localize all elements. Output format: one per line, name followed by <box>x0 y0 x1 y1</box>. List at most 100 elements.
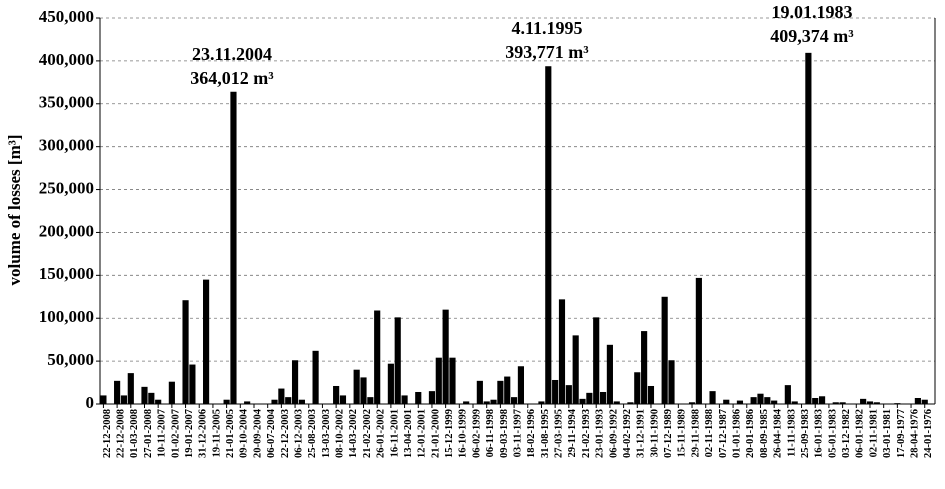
x-tick-label: 29-11-1994 <box>567 408 578 457</box>
y-tick-label: 50,000 <box>47 350 94 369</box>
x-tick-label: 27-01-2008 <box>143 409 154 458</box>
x-tick-label: 16-11-2001 <box>389 409 400 457</box>
x-tick-label: 08-09-1985 <box>759 409 770 458</box>
bar <box>538 401 545 404</box>
bar <box>661 296 668 404</box>
bar <box>921 399 928 404</box>
x-tick-label: 01-02-2007 <box>170 409 181 458</box>
bar <box>504 376 511 404</box>
bar <box>641 331 648 404</box>
bar <box>736 400 744 404</box>
bar <box>634 372 641 404</box>
x-tick-label: 06-09-1992 <box>608 409 619 458</box>
bar <box>586 392 593 404</box>
bar <box>278 388 285 404</box>
y-tick-label: 450,000 <box>39 7 94 26</box>
bar <box>449 357 456 404</box>
x-tick-label: 09-10-2004 <box>239 408 250 458</box>
bar <box>839 402 846 404</box>
x-tick-label: 07-12-1987 <box>718 409 729 458</box>
bar <box>100 395 107 404</box>
x-tick-label: 26-04-1984 <box>773 408 784 458</box>
bar <box>230 91 237 404</box>
x-tick-label: 26-01-2002 <box>376 409 387 458</box>
bar <box>285 397 292 404</box>
x-tick-label: 20-01-1986 <box>745 409 756 458</box>
x-tick-label: 11-11-1983 <box>786 409 797 457</box>
x-tick-label: 06-02-1999 <box>471 409 482 458</box>
bar <box>168 381 175 404</box>
bar <box>914 397 921 404</box>
bar <box>182 300 189 404</box>
x-tick-label: 13-04-2001 <box>403 409 414 458</box>
bar <box>545 66 552 404</box>
bar <box>764 397 771 404</box>
x-tick-label: 29-11-1988 <box>690 409 701 457</box>
annotation: 364,012 m³ <box>190 68 274 88</box>
bar <box>599 391 607 404</box>
y-axis-label: volume of losses [m³] <box>5 135 24 286</box>
x-tick-label: 22-12-2008 <box>102 409 113 458</box>
bar <box>141 386 148 404</box>
y-tick-label: 0 <box>86 393 95 412</box>
bar <box>593 317 600 404</box>
x-tick-label: 16-10-1999 <box>458 409 469 458</box>
bar <box>360 377 367 404</box>
x-tick-label: 03-11-1997 <box>512 409 523 457</box>
bar <box>374 310 381 404</box>
annotation: 23.11.2004 <box>192 44 272 64</box>
bar <box>244 401 251 404</box>
bar <box>805 52 812 404</box>
x-tick-label: 27-03-1995 <box>554 409 565 458</box>
x-tick-label: 17-09-1977 <box>896 409 907 458</box>
bar <box>572 335 579 404</box>
bar <box>428 391 436 404</box>
bar <box>387 363 394 404</box>
bar <box>203 279 210 404</box>
bar <box>497 380 504 404</box>
x-tick-label: 04-02-1992 <box>622 409 633 458</box>
bar <box>490 399 497 404</box>
x-tick-label: 21-02-1993 <box>581 409 592 458</box>
y-tick-label: 400,000 <box>39 50 94 69</box>
y-tick-label: 100,000 <box>39 307 94 326</box>
bar <box>668 360 675 404</box>
bar <box>353 369 360 404</box>
x-tick-label: 30-11-1990 <box>649 409 660 457</box>
annotation: 409,374 m³ <box>770 26 854 46</box>
bar <box>565 385 572 404</box>
x-tick-label: 02-11-1981 <box>868 409 879 457</box>
x-tick-label: 15-12-1999 <box>444 409 455 458</box>
x-tick-label: 16-01-1983 <box>814 409 825 458</box>
bar <box>784 385 791 404</box>
bar <box>791 401 798 404</box>
x-tick-label: 03-12-1982 <box>841 409 852 458</box>
bar <box>476 380 483 404</box>
bar <box>688 402 696 404</box>
bar <box>367 397 374 404</box>
x-tick-label: 22-12-2003 <box>280 409 291 458</box>
bar <box>771 400 778 404</box>
bar <box>750 397 757 404</box>
bar <box>860 398 867 404</box>
x-tick-label: 12-01-2001 <box>417 409 428 458</box>
bar <box>510 397 518 404</box>
x-tick-label: 01-01-1986 <box>732 409 743 458</box>
bar <box>415 391 422 404</box>
bar <box>442 309 449 404</box>
x-tick-label: 06-07-2004 <box>266 408 277 458</box>
x-tick-label: 14-03-2002 <box>348 409 359 458</box>
bar <box>606 344 613 404</box>
bar <box>435 357 442 404</box>
bar <box>695 277 702 404</box>
bar <box>832 402 839 404</box>
bar <box>312 350 319 404</box>
x-tick-label: 28-04-1976 <box>909 409 920 458</box>
bar <box>709 391 716 404</box>
annotation: 393,771 m³ <box>505 42 589 62</box>
bar <box>627 402 634 404</box>
x-tick-label: 08-10-2002 <box>335 409 346 458</box>
bar <box>723 399 730 404</box>
bar <box>189 364 196 404</box>
